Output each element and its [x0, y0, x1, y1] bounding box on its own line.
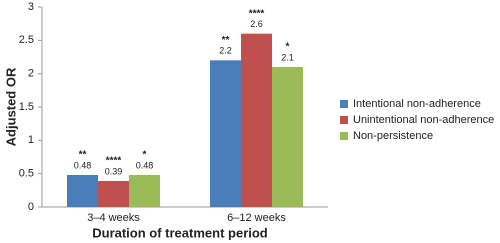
y-tick-label: 0.5 — [19, 168, 34, 180]
legend-label: Unintentional non-adherence — [353, 114, 494, 126]
bar — [272, 67, 303, 207]
bar — [98, 181, 129, 207]
y-tick-label: 2 — [28, 68, 34, 80]
legend-label: Intentional non-adherence — [353, 98, 481, 110]
y-axis-title: Adjusted OR — [3, 67, 18, 146]
x-axis-title: Duration of treatment period — [92, 225, 268, 240]
legend-swatch — [340, 100, 348, 108]
x-tick-label: 3–4 weeks — [87, 212, 140, 224]
value-label: 2.1 — [281, 52, 294, 62]
significance-label: * — [143, 150, 147, 161]
significance-label: ** — [222, 35, 230, 46]
y-tick-label: 2.5 — [19, 34, 34, 46]
y-tick-label: 1 — [28, 134, 34, 146]
significance-label: **** — [106, 156, 122, 167]
value-label: 2.6 — [250, 19, 263, 29]
bar — [210, 60, 241, 208]
bar — [241, 33, 272, 207]
y-tick-label: 3 — [28, 1, 34, 13]
y-tick-label: 1.5 — [19, 101, 34, 113]
value-label: 0.39 — [105, 166, 123, 176]
significance-label: **** — [249, 8, 265, 19]
legend-swatch — [340, 116, 348, 124]
significance-label: ** — [79, 150, 87, 161]
y-tick-label: 0 — [28, 201, 34, 213]
significance-label: * — [286, 42, 290, 53]
legend-label: Non-persistence — [353, 130, 433, 142]
bar — [67, 175, 98, 207]
x-tick-label: 6–12 weeks — [227, 212, 286, 224]
value-label: 0.48 — [74, 160, 92, 170]
legend-swatch — [340, 132, 348, 140]
value-label: 2.2 — [219, 46, 232, 56]
bar — [129, 175, 160, 207]
value-label: 0.48 — [136, 160, 154, 170]
